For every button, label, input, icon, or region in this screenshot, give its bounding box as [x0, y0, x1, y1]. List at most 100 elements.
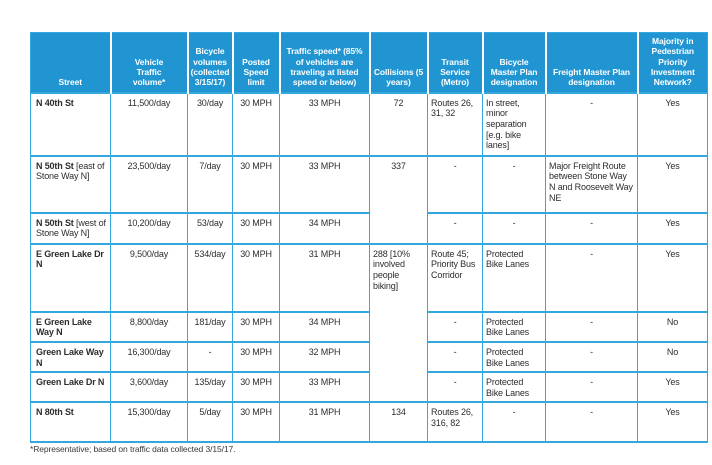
street-cell: Green Lake Way N — [30, 341, 111, 374]
freight-master-plan-cell: - — [545, 91, 638, 157]
column-header-street: Street — [30, 31, 111, 93]
column-header-collisions: Collisions (5 years) — [368, 31, 428, 93]
vehicle-volume-cell: 11,500/day — [110, 91, 188, 157]
bicycle-volume-cell: 7/day — [187, 154, 233, 214]
vehicle-volume-cell: 10,200/day — [110, 211, 188, 245]
vehicle-volume-cell: 16,300/day — [110, 341, 188, 374]
street-name: Green Lake Dr N — [36, 377, 105, 388]
street-name: N 80th St — [36, 407, 74, 418]
street-name: N 50th St — [36, 160, 74, 171]
street-name: E Green Lake Dr N — [36, 248, 104, 270]
bicycle-master-plan-cell: - — [482, 211, 546, 245]
street-cell: E Green Lake Way N — [30, 310, 111, 344]
collisions-cell: 134 — [369, 401, 428, 444]
bicycle-volume-cell: 534/day — [187, 242, 233, 313]
transit-service-cell: - — [427, 371, 483, 404]
table-row: E Green Lake Dr N 9,500/day 534/day 30 MPH 3… — [30, 242, 708, 404]
freight-master-plan-cell: - — [545, 242, 638, 313]
bicycle-volume-cell: - — [187, 341, 233, 374]
vehicle-volume-cell: 3,600/day — [110, 371, 188, 404]
table-row: Green Lake Way N 16,300/day -30 MPH 32 MPH -… — [30, 341, 708, 374]
freight-master-plan-cell: - — [545, 371, 638, 404]
transit-service-cell: - — [427, 341, 483, 374]
freight-master-plan-cell: Major Freight Route between Stone Way N … — [545, 154, 638, 214]
street-name: E Green Lake Way N — [36, 316, 92, 338]
traffic-speed-cell: 33 MPH — [279, 371, 370, 404]
vehicle-volume-cell: 23,500/day — [110, 154, 188, 214]
bicycle-master-plan-cell: In street, minor separation [e.g. bike l… — [482, 91, 546, 157]
bicycle-volume-cell: 181/day — [187, 310, 233, 344]
bicycle-master-plan-cell: - — [482, 154, 546, 214]
traffic-speed-cell: 31 MPH — [279, 242, 370, 313]
table-row: N 50th St [east of Stone Way N] 23,500/da… — [30, 154, 708, 245]
transit-service-cell: - — [427, 310, 483, 344]
street-name: Green Lake Way N — [36, 347, 104, 368]
posted-speed-cell: 30 MPH — [232, 154, 280, 214]
pedestrian-network-cell: Yes — [637, 91, 708, 157]
traffic-speed-cell: 34 MPH — [279, 211, 370, 245]
street-cell: N 40th St — [30, 91, 111, 157]
pedestrian-network-cell: No — [637, 341, 708, 374]
street-note: [east of Stone Way N] — [36, 160, 105, 182]
freight-master-plan-cell: - — [545, 211, 638, 245]
posted-speed-cell: 30 MPH — [232, 91, 280, 157]
vehicle-volume-cell: 15,300/day — [110, 401, 188, 444]
pedestrian-network-cell: No — [637, 310, 708, 344]
transit-service-cell: Routes 26, 316, 82 — [427, 401, 483, 444]
freight-master-plan-cell: - — [545, 341, 638, 374]
vehicle-volume-cell: 8,800/day — [110, 310, 188, 344]
posted-speed-cell: 30 MPH — [232, 211, 280, 245]
street-cell: N 50th St [east of Stone Way N] — [30, 154, 111, 214]
bicycle-volume-cell: 135/day — [187, 371, 233, 404]
column-header-bicycle-master-plan: Bicycle Master Plan designation — [481, 31, 546, 93]
table-row: E Green Lake Way N 8,800/day 181/day 30 MPH… — [30, 310, 708, 344]
pedestrian-network-cell: Yes — [637, 371, 708, 404]
pedestrian-network-cell: Yes — [637, 242, 708, 313]
street-cell: E Green Lake Dr N — [30, 242, 111, 313]
transit-service-cell: - — [427, 154, 483, 214]
table-row: N 40th St 11,500/day 30/day 30 MPH 33 MPH 72 R… — [30, 91, 708, 157]
street-cell: N 50th St [west of Stone Way N] — [30, 211, 111, 245]
posted-speed-cell: 30 MPH — [232, 401, 280, 444]
traffic-speed-cell: 33 MPH — [279, 91, 370, 157]
table-header-row: Street Vehicle Traffic volume* Bicycle vol… — [30, 31, 708, 93]
table-row: N 80th St 15,300/day 5/day 30 MPH 31 MPH 134 R… — [30, 401, 708, 444]
column-header-traffic-speed: Traffic speed* (85% of vehicles are trav… — [278, 31, 370, 93]
bicycle-volume-cell: 5/day — [187, 401, 233, 444]
bicycle-master-plan-cell: - — [482, 401, 546, 444]
column-header-vehicle-volume: Vehicle Traffic volume* — [109, 31, 188, 93]
pedestrian-network-cell: Yes — [637, 401, 708, 444]
column-header-pedestrian-network: Majority in Pedestrian Priority Investme… — [636, 31, 708, 93]
transit-service-cell: - — [427, 211, 483, 245]
traffic-speed-cell: 33 MPH — [279, 154, 370, 214]
table-row: N 50th St [west of Stone Way N] 10,200/da… — [30, 211, 708, 245]
freight-master-plan-cell: - — [545, 310, 638, 344]
bicycle-volume-cell: 53/day — [187, 211, 233, 245]
posted-speed-cell: 30 MPH — [232, 371, 280, 404]
freight-master-plan-cell: - — [545, 401, 638, 444]
bicycle-master-plan-cell: Protected Bike Lanes — [482, 310, 546, 344]
vehicle-volume-cell: 9,500/day — [110, 242, 188, 313]
posted-speed-cell: 30 MPH — [232, 242, 280, 313]
street-cell: Green Lake Dr N — [30, 371, 111, 404]
street-name: N 50th St — [36, 217, 74, 228]
transit-service-cell: Routes 26, 31, 32 — [427, 91, 483, 157]
bicycle-master-plan-cell: Protected Bike Lanes — [482, 341, 546, 374]
traffic-speed-cell: 31 MPH — [279, 401, 370, 444]
column-header-freight-master-plan: Freight Master Plan designation — [544, 31, 638, 93]
column-header-bicycle-volume: Bicycle volumes (collected 3/15/17) — [186, 31, 233, 93]
collisions-cell: 288 [10% involved people biking] — [369, 242, 428, 404]
table-footnote: *Representative; based on traffic data c… — [30, 444, 236, 454]
pedestrian-network-cell: Yes — [637, 211, 708, 245]
pedestrian-network-cell: Yes — [637, 154, 708, 214]
traffic-speed-cell: 32 MPH — [279, 341, 370, 374]
posted-speed-cell: 30 MPH — [232, 341, 280, 374]
collisions-cell: 72 — [369, 91, 428, 157]
posted-speed-cell: 30 MPH — [232, 310, 280, 344]
traffic-speed-cell: 34 MPH — [279, 310, 370, 344]
transit-service-cell: Route 45; Priority Bus Corridor — [427, 242, 483, 313]
bicycle-volume-cell: 30/day — [187, 91, 233, 157]
column-header-posted-speed: Posted Speed limit — [231, 31, 280, 93]
bicycle-master-plan-cell: Protected Bike Lanes — [482, 242, 546, 313]
